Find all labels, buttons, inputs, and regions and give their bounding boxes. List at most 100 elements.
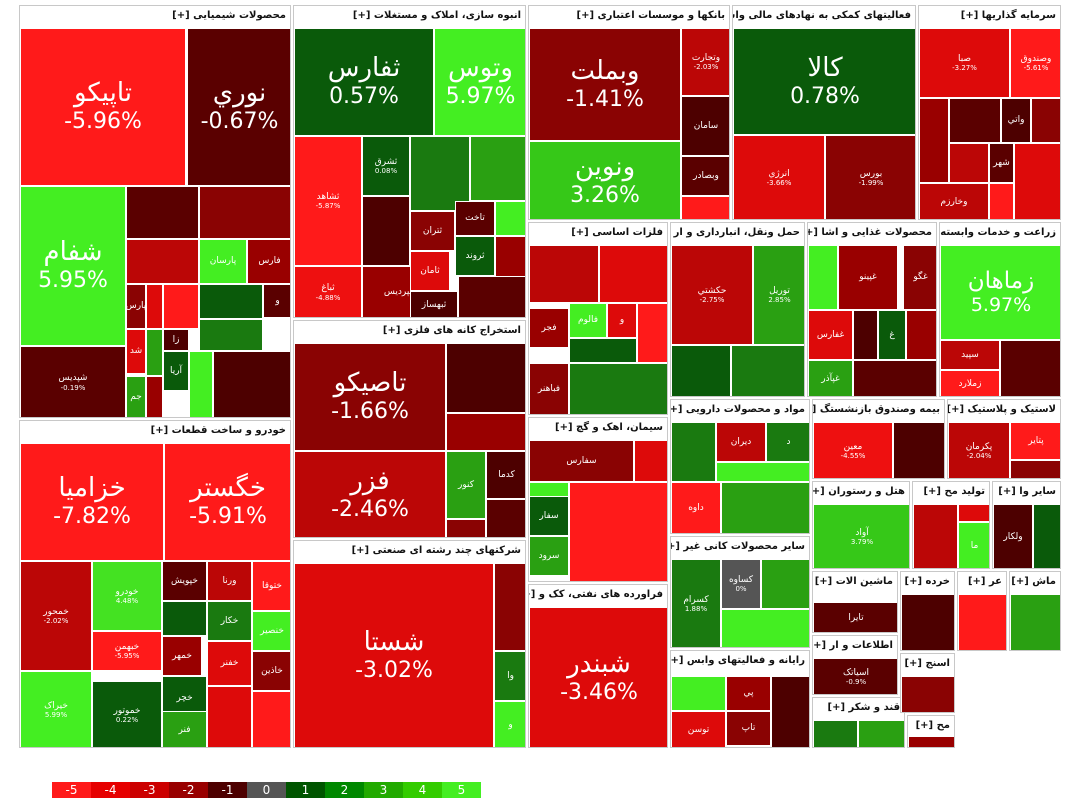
stock-tile[interactable]: ثبهساز — [410, 291, 458, 317]
stock-tile-unlabeled[interactable] — [671, 422, 716, 482]
stock-tile[interactable]: خزامیا -7.82% — [20, 443, 164, 561]
stock-tile-unlabeled[interactable] — [913, 504, 958, 568]
stock-tile[interactable]: آواد 3.79% — [813, 504, 909, 568]
stock-tile[interactable]: خپویش — [162, 561, 207, 601]
stock-tile[interactable]: معین -4.55% — [813, 422, 893, 478]
sector-title[interactable]: انبوه سازی، املاک و مستغلات [+] — [352, 10, 521, 21]
stock-tile-unlabeled[interactable] — [908, 736, 954, 747]
sector-title[interactable]: محصولات غذایی و اشا [+] — [808, 227, 932, 238]
stock-tile-unlabeled[interactable] — [446, 519, 486, 537]
stock-tile-unlabeled[interactable] — [199, 284, 263, 319]
stock-tile-unlabeled[interactable] — [163, 284, 199, 329]
stock-tile-unlabeled[interactable] — [199, 319, 263, 351]
stock-tile-unlabeled[interactable] — [671, 676, 726, 711]
stock-tile-unlabeled[interactable] — [213, 351, 290, 417]
stock-tile-unlabeled[interactable] — [495, 201, 525, 236]
stock-tile[interactable]: غپآذر — [808, 360, 853, 396]
stock-tile[interactable]: شد — [126, 329, 146, 374]
stock-tile-unlabeled[interactable] — [958, 504, 989, 522]
stock-tile[interactable]: پکرمان -2.04% — [948, 422, 1010, 478]
sector[interactable]: استخراج کانه های فلزی [+] تاصیکو -1.66% فزر… — [293, 320, 526, 538]
stock-tile-unlabeled[interactable] — [569, 363, 667, 414]
stock-tile-unlabeled[interactable] — [126, 186, 199, 239]
stock-tile-unlabeled[interactable] — [637, 303, 667, 363]
sector-title[interactable]: رایانه و فعالیتهای وابس [+] — [671, 655, 805, 666]
sector[interactable]: محصولات شیمیایی [+] تاپیکو -5.96% نوري -0.67… — [19, 5, 291, 418]
stock-tile[interactable]: اسیاتک -0.9% — [813, 658, 897, 694]
stock-tile[interactable]: خموتور 0.22% — [92, 681, 162, 747]
stock-tile-unlabeled[interactable] — [761, 559, 809, 609]
stock-tile[interactable]: فباهنر — [529, 363, 569, 414]
sector[interactable]: سرمایه گذاریها [+] صبا -3.27% واتي شهر وخارزم… — [918, 5, 1061, 220]
stock-tile-unlabeled[interactable] — [731, 345, 804, 396]
sector-title[interactable]: سایر محصولات کانی غیر [+] — [671, 541, 805, 552]
stock-tile[interactable]: داوه — [671, 482, 721, 533]
sector[interactable]: انبوه سازی، املاک و مستغلات [+] ثفارس 0.57… — [293, 5, 526, 318]
stock-tile-unlabeled[interactable] — [671, 345, 731, 396]
stock-tile-unlabeled[interactable] — [949, 143, 989, 183]
stock-tile[interactable]: زا — [163, 329, 189, 351]
stock-tile-unlabeled[interactable] — [410, 136, 470, 211]
stock-tile[interactable]: خمهر — [162, 636, 202, 676]
stock-tile-unlabeled[interactable] — [599, 245, 667, 303]
stock-tile-unlabeled[interactable] — [1010, 460, 1060, 478]
stock-tile[interactable]: ولکار — [993, 504, 1033, 568]
stock-tile[interactable]: فالوم — [569, 303, 607, 338]
stock-tile-unlabeled[interactable] — [1000, 340, 1060, 396]
stock-tile[interactable]: وخارزم — [919, 183, 989, 219]
sector[interactable]: مح [+] — [907, 715, 955, 748]
stock-tile[interactable]: کسرام 1.88% — [671, 559, 721, 647]
stock-tile[interactable]: تاپیکو -5.96% — [20, 28, 186, 186]
sector-title[interactable]: فلزات اساسی [+] — [571, 227, 663, 238]
sector[interactable]: فراورده های نفتی، کک و [+] شبندر -3.46% — [528, 584, 668, 748]
stock-tile-unlabeled[interactable] — [486, 499, 525, 537]
stock-tile[interactable]: انرژي -3.66% — [733, 135, 825, 219]
stock-tile[interactable]: شهر — [989, 143, 1014, 183]
stock-tile[interactable]: فجر — [529, 308, 569, 348]
stock-tile-unlabeled[interactable] — [446, 413, 525, 451]
sector[interactable]: هتل و رستوران [+] آواد 3.79% — [812, 481, 910, 569]
stock-tile-unlabeled[interactable] — [1014, 143, 1060, 219]
sector[interactable]: عر [+] — [957, 571, 1007, 651]
stock-tile[interactable]: تاخت — [455, 201, 495, 236]
stock-tile-unlabeled[interactable] — [1031, 98, 1060, 143]
stock-tile-unlabeled[interactable] — [470, 136, 525, 201]
stock-tile[interactable]: صبا -3.27% — [919, 28, 1010, 98]
sector-title[interactable]: فعالیتهای کمکی به نهادهای مالی واسط [+] — [733, 10, 911, 21]
stock-tile[interactable]: وبملت -1.41% — [529, 28, 681, 141]
stock-tile[interactable]: کدما — [486, 451, 525, 499]
stock-tile-unlabeled[interactable] — [362, 196, 410, 266]
sector[interactable]: تولید مح [+] ما — [912, 481, 990, 569]
stock-tile[interactable]: شبندر -3.46% — [529, 607, 667, 747]
stock-tile-unlabeled[interactable] — [893, 422, 944, 478]
stock-tile-unlabeled[interactable] — [1033, 504, 1060, 568]
stock-tile[interactable]: ثامان — [410, 251, 450, 291]
sector[interactable]: لاستیک و پلاستیک [+] پتایر پکرمان -2.04% — [947, 399, 1061, 479]
stock-tile-unlabeled[interactable] — [958, 594, 1006, 650]
stock-tile-unlabeled[interactable] — [252, 691, 290, 747]
stock-tile[interactable]: تاصیکو -1.66% — [294, 343, 446, 451]
stock-tile-unlabeled[interactable] — [906, 310, 936, 360]
stock-tile[interactable]: خودرو 4.48% — [92, 561, 162, 631]
stock-tile[interactable]: ما — [958, 522, 989, 568]
stock-tile-unlabeled[interactable] — [146, 284, 163, 329]
stock-tile[interactable]: ونوین 3.26% — [529, 141, 681, 219]
stock-tile[interactable]: وبصادر — [681, 156, 729, 196]
sector[interactable]: فلزات اساسی [+] فالوم فجر فباهنر و — [528, 222, 668, 415]
stock-tile[interactable]: پتایر — [1010, 422, 1060, 460]
stock-tile-unlabeled[interactable] — [721, 609, 809, 647]
stock-tile[interactable]: و — [607, 303, 637, 338]
stock-tile[interactable]: خاذين — [252, 651, 290, 691]
sector[interactable]: حمل ونقل، انبارداری و ار [+]حکشتي-2.75%ت… — [670, 222, 805, 397]
sector[interactable]: ماشین الات [+] تایرا — [812, 571, 898, 633]
stock-tile[interactable]: تایرا — [813, 602, 897, 632]
stock-tile[interactable]: تاپ — [726, 711, 771, 746]
stock-tile[interactable]: فنر — [162, 711, 207, 747]
stock-tile-unlabeled[interactable] — [634, 440, 667, 482]
stock-tile[interactable]: جم — [126, 376, 146, 417]
stock-tile[interactable]: سامان — [681, 96, 729, 156]
stock-tile-unlabeled[interactable] — [494, 563, 525, 651]
stock-tile[interactable]: کنور — [446, 451, 486, 519]
stock-tile[interactable]: شپدیس -0.19% — [20, 346, 126, 417]
